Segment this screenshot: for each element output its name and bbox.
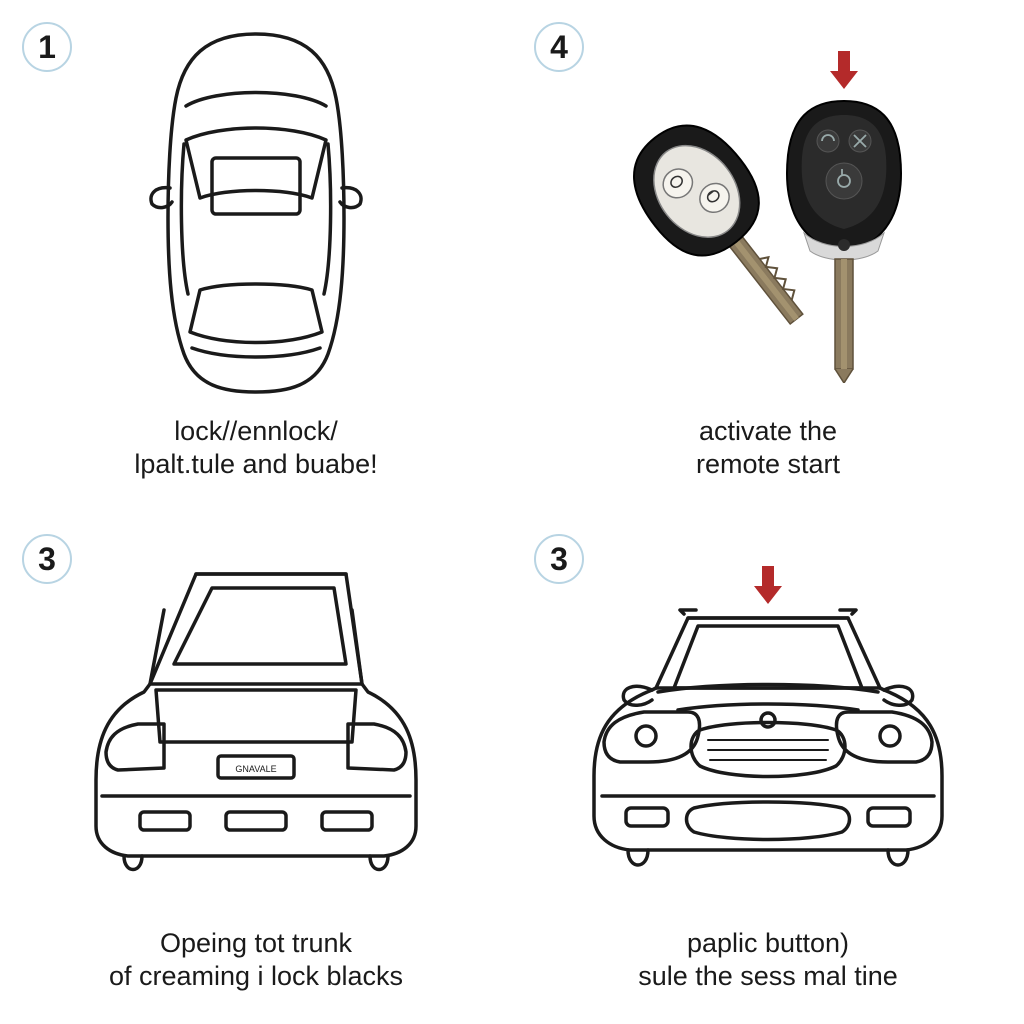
step-number: 3 <box>38 541 56 578</box>
step-number: 3 <box>550 541 568 578</box>
panel-caption: paplic button) sule the sess mal tine <box>638 927 898 995</box>
illustration-car-rear: GNAVALE <box>30 532 482 919</box>
down-arrow-icon <box>754 566 782 604</box>
step-badge: 3 <box>22 534 72 584</box>
step-number: 4 <box>550 29 568 66</box>
panel-caption: Opeing tot trunk of creaming i lock blac… <box>109 927 403 995</box>
illustration-car-front <box>542 532 994 919</box>
illustration-car-top <box>30 20 482 407</box>
panel-3: 3 <box>0 512 512 1024</box>
step-badge: 1 <box>22 22 72 72</box>
panel-caption: lock//ennlock/ lpalt.tule and buabe! <box>134 415 377 483</box>
illustration-keys <box>542 20 994 407</box>
infographic-grid: 1 <box>0 0 1024 1024</box>
down-arrow-icon <box>830 51 858 89</box>
panel-caption: activate the remote start <box>696 415 840 483</box>
panel-1: 1 <box>0 0 512 512</box>
step-badge: 4 <box>534 22 584 72</box>
step-number: 1 <box>38 29 56 66</box>
svg-text:GNAVALE: GNAVALE <box>235 764 276 774</box>
panel-2: 4 <box>512 0 1024 512</box>
panel-4: 3 <box>512 512 1024 1024</box>
step-badge: 3 <box>534 534 584 584</box>
